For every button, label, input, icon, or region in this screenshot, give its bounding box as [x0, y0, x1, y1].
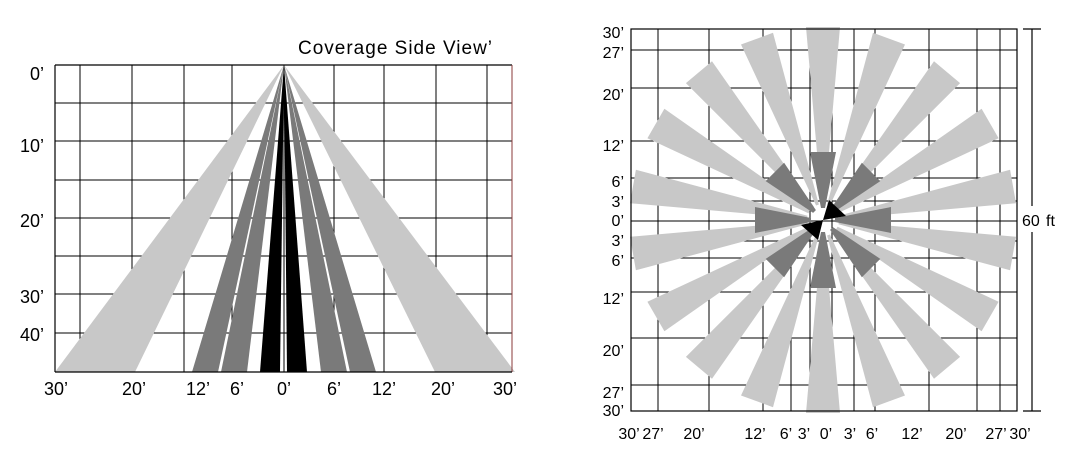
side-beam-far-1: [90, 65, 284, 372]
top-beam-mid-5: [765, 227, 816, 278]
top-beam-far-6: [836, 226, 999, 332]
top-beam-far-10: [741, 234, 819, 408]
dimension-label-backdrop: [1020, 206, 1080, 232]
side-x-label-20-left: 20’: [122, 379, 146, 399]
side-y-label-20: 20’: [20, 211, 44, 231]
side-beam-mid-7: [284, 65, 376, 372]
top-beam-mid-7: [765, 162, 816, 213]
top-y-label-27-bottom: 27’: [603, 385, 624, 402]
top-beam-mid-0: [810, 152, 836, 208]
top-beam-far-12: [647, 226, 810, 332]
side-x-label-12-left: 12’: [186, 379, 210, 399]
top-beam-far-17: [741, 32, 819, 206]
top-beam-far-1: [827, 32, 905, 206]
top-y-label-0: 0’: [612, 213, 624, 230]
top-view-diagram: 30’ 27’ 20’ 12’ 6’ 3’ 0’ 3’ 6’ 12’ 20’ 2…: [603, 25, 1080, 443]
top-beam-far-0: [806, 27, 840, 204]
side-y-label-10: 10’: [20, 136, 44, 156]
top-x-label-12-left: 12’: [744, 426, 765, 443]
side-beam-mid-4: [192, 65, 284, 372]
top-y-label-20-bottom: 20’: [603, 343, 624, 360]
side-beam-mid-6: [284, 65, 347, 372]
top-y-label-3-top: 3’: [612, 194, 624, 211]
top-y-label-3-bottom: 3’: [612, 233, 624, 250]
dimension-value: 60: [1022, 213, 1040, 230]
side-view-border: [54, 64, 513, 373]
dimension-marker: 60 ft: [1020, 28, 1080, 412]
side-view-diagram: Coverage Side View’ 0’ 10’ 20’ 30’ 40’ 3…: [20, 38, 517, 399]
top-view-border: [630, 28, 1018, 412]
top-beam-mid-3: [830, 227, 881, 278]
top-beam-far-9: [806, 236, 840, 413]
top-x-label-27-right: 27’: [985, 426, 1006, 443]
top-x-label-30-left: 30’: [618, 426, 639, 443]
top-x-label-20-right: 20’: [945, 426, 966, 443]
top-y-label-30-top: 30’: [603, 25, 624, 42]
top-beam-far-3: [836, 108, 999, 214]
top-beam-mid-1: [830, 162, 881, 213]
top-y-label-27-top: 27’: [603, 45, 624, 62]
top-beam-far-4: [838, 169, 1016, 219]
side-x-label-12-right: 12’: [372, 379, 396, 399]
side-beam-mid-5: [221, 65, 284, 372]
top-beam-mid-6: [755, 207, 811, 233]
side-x-label-20-right: 20’: [431, 379, 455, 399]
top-x-label-12-right: 12’: [901, 426, 922, 443]
side-x-label-0: 0’: [277, 379, 291, 399]
top-y-label-30-bottom: 30’: [603, 403, 624, 420]
top-x-label-20-left: 20’: [683, 426, 704, 443]
top-beam-near-0: [823, 200, 846, 220]
side-view-grid: [55, 65, 512, 372]
side-view-beams: [55, 65, 515, 372]
side-x-label-6-right: 6’: [327, 379, 341, 399]
top-beam-far-13: [630, 221, 808, 271]
top-beam-mid-2: [835, 207, 891, 233]
top-beam-near-1: [801, 220, 823, 240]
dimension-unit: ft: [1046, 213, 1055, 230]
side-beam-near-8: [260, 65, 284, 372]
top-x-label-27-left: 27’: [642, 426, 663, 443]
top-x-label-3-right: 3’: [844, 426, 856, 443]
top-y-label-6-bottom: 6’: [612, 253, 624, 270]
side-x-label-30-left: 30’: [44, 379, 68, 399]
top-y-label-12-bottom: 12’: [603, 291, 624, 308]
top-x-label-0: 0’: [820, 426, 832, 443]
top-y-label-6-top: 6’: [612, 174, 624, 191]
top-y-label-20-top: 20’: [603, 87, 624, 104]
top-x-label-6-left: 6’: [780, 426, 792, 443]
side-beam-near-9: [284, 65, 307, 372]
top-x-label-6-right: 6’: [866, 426, 878, 443]
top-x-label-3-left: 3’: [798, 426, 810, 443]
top-border-frame: [630, 28, 1018, 412]
top-y-label-12-top: 12’: [603, 138, 624, 155]
side-y-label-30: 30’: [20, 287, 44, 307]
top-view-beams: [630, 27, 1016, 413]
top-beam-far-5: [838, 221, 1016, 271]
side-beam-far-0: [55, 65, 284, 372]
side-y-label-40: 40’: [20, 325, 44, 345]
top-beam-mid-4: [810, 232, 836, 288]
side-x-label-6-left: 6’: [230, 379, 244, 399]
side-beam-far-3: [284, 65, 515, 372]
top-beam-far-14: [630, 169, 808, 219]
side-x-label-30-right: 30’: [493, 379, 517, 399]
top-beam-far-8: [827, 234, 905, 408]
side-view-title: Coverage Side View’: [298, 38, 493, 59]
side-y-label-0: 0’: [30, 64, 44, 84]
top-beam-far-15: [647, 108, 810, 214]
top-x-label-30-right: 30’: [1009, 426, 1030, 443]
